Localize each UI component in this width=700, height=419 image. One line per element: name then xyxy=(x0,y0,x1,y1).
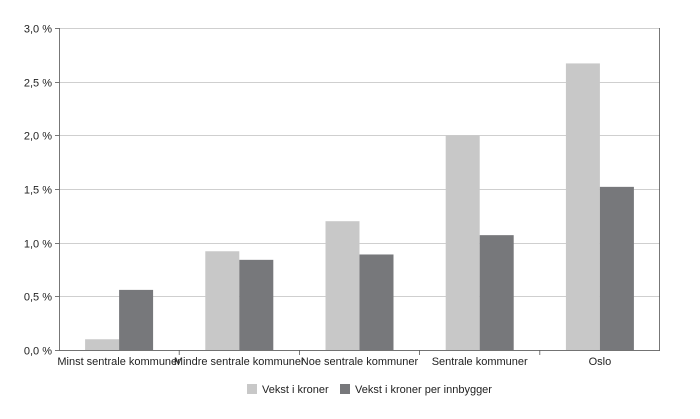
legend-label: Vekst i kroner per innbygger xyxy=(355,384,492,396)
bar-vekst-per-innbygger xyxy=(119,289,154,350)
bar-vekst-i-kroner xyxy=(205,251,240,350)
bar-vekst-per-innbygger xyxy=(359,254,394,350)
x-category-label: Mindre sentrale kommuner xyxy=(174,356,305,368)
bar-vekst-i-kroner xyxy=(325,221,360,350)
x-category-label: Noe sentrale kommuner xyxy=(301,356,419,368)
y-tick-label: 2,5 % xyxy=(24,78,52,90)
bar-vekst-per-innbygger xyxy=(239,259,274,350)
bar-vekst-per-innbygger xyxy=(479,235,514,350)
y-tick-label: 1,5 % xyxy=(24,185,52,197)
y-tick-label: 1,0 % xyxy=(24,239,52,251)
y-tick-label: 2,0 % xyxy=(24,131,52,143)
bar-vekst-i-kroner xyxy=(565,63,600,351)
y-tick-label: 3,0 % xyxy=(24,24,52,36)
x-category-label: Sentrale kommuner xyxy=(432,356,528,368)
x-category-label: Minst sentrale kommuner xyxy=(57,356,181,368)
y-tick-label: 0,0 % xyxy=(24,346,52,358)
x-category-label: Oslo xyxy=(589,356,612,368)
bar-vekst-i-kroner xyxy=(445,135,480,350)
legend-swatch xyxy=(247,384,257,394)
y-tick-label: 0,5 % xyxy=(24,292,52,304)
legend-label: Vekst i kroner xyxy=(262,384,329,396)
legend-swatch xyxy=(340,384,350,394)
bar-vekst-i-kroner xyxy=(85,339,120,350)
bar-vekst-per-innbygger xyxy=(599,186,634,350)
